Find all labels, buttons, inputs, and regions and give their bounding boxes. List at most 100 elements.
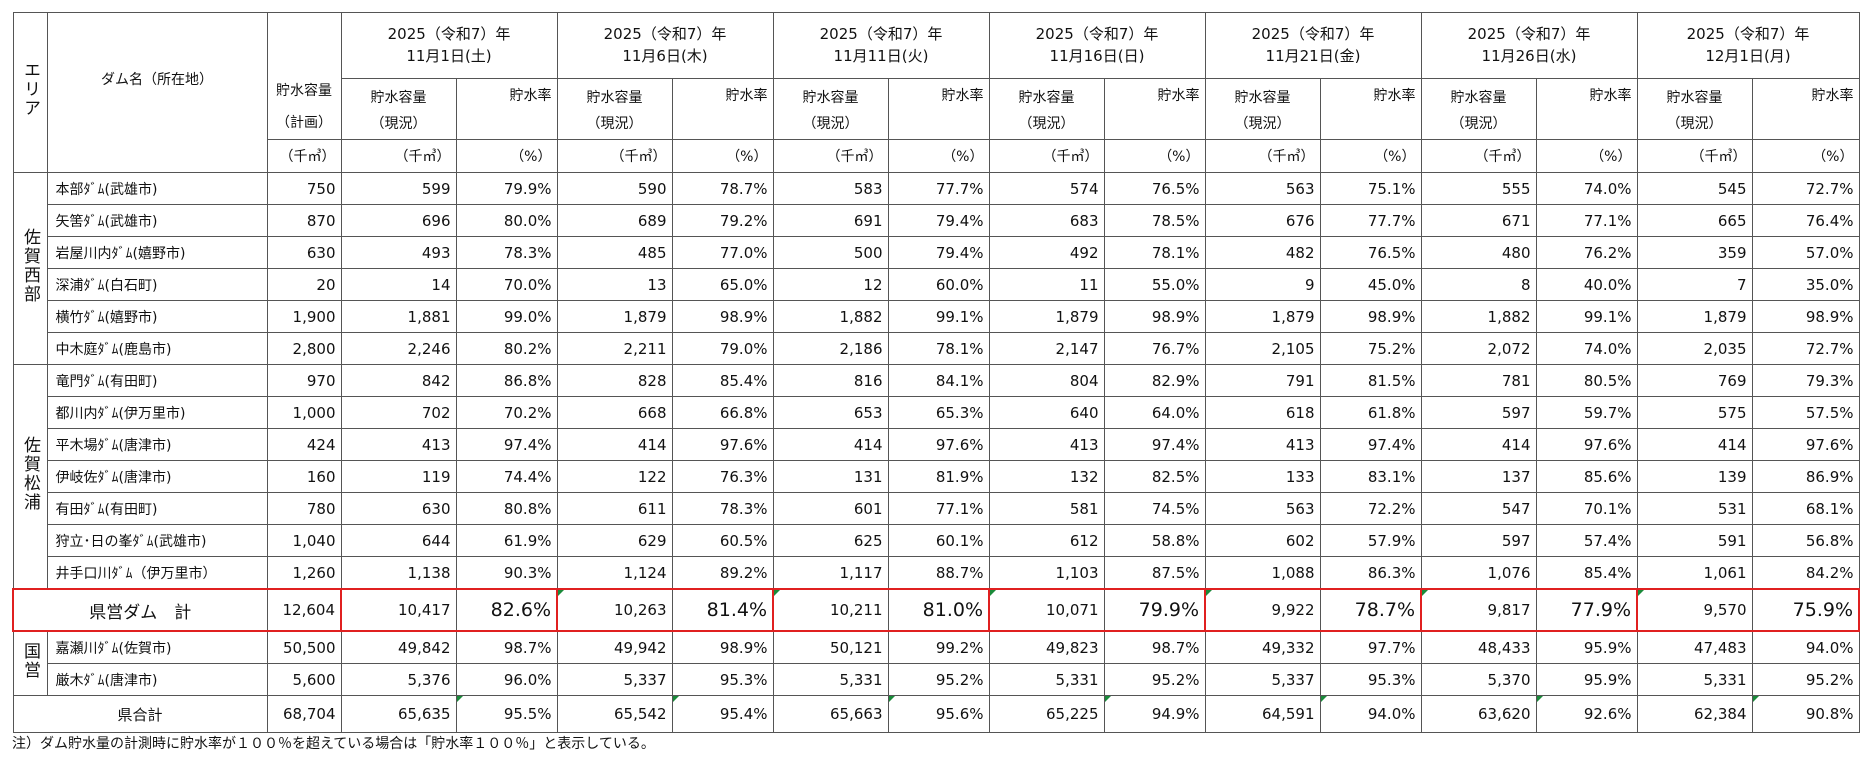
current-capacity: 2,035 (1636, 332, 1753, 365)
storage-rate: 86.9% (1751, 460, 1860, 493)
storage-rate: 74.0% (1535, 172, 1638, 205)
current-capacity: 842 (340, 364, 457, 397)
current-unit: （千㎥） (556, 139, 673, 173)
current-capacity: 791 (1204, 364, 1321, 397)
storage-rate: 95.6% (887, 695, 990, 733)
storage-rate: 57.0% (1751, 236, 1860, 269)
storage-rate: 99.2% (887, 630, 990, 664)
current-capacity: 122 (556, 460, 673, 493)
rate-header: 貯水率 (1319, 77, 1422, 141)
dam-name: 有田ﾀﾞﾑ(有田町) (46, 492, 268, 525)
plan-unit: （千㎥） (266, 139, 342, 173)
current-capacity: 139 (1636, 460, 1753, 493)
current-capacity: 1,061 (1636, 556, 1753, 590)
current-capacity: 1,879 (556, 300, 673, 333)
storage-rate: 57.5% (1751, 396, 1860, 429)
current-capacity: 676 (1204, 204, 1321, 237)
storage-rate: 90.3% (455, 556, 558, 590)
storage-rate: 77.7% (1319, 204, 1422, 237)
storage-rate: 97.6% (1751, 428, 1860, 461)
storage-rate: 84.2% (1751, 556, 1860, 590)
storage-rate: 70.2% (455, 396, 558, 429)
current-capacity: 414 (772, 428, 889, 461)
storage-rate: 72.7% (1751, 172, 1860, 205)
storage-rate: 82.6% (455, 588, 558, 632)
storage-rate: 72.7% (1751, 332, 1860, 365)
current-capacity: 696 (340, 204, 457, 237)
dam-name: 竜門ﾀﾞﾑ(有田町) (46, 364, 268, 397)
current-capacity: 599 (340, 172, 457, 205)
storage-rate: 66.8% (671, 396, 774, 429)
current-capacity: 1,881 (340, 300, 457, 333)
storage-rate: 79.9% (1103, 588, 1206, 632)
current-capacity: 2,105 (1204, 332, 1321, 365)
dam-name: 都川内ﾀﾞﾑ(伊万里市) (46, 396, 268, 429)
current-capacity: 14 (340, 268, 457, 301)
table-row: 横竹ﾀﾞﾑ(嬉野市) 1,900 1,881 99.0% 1,879 98.9% 1,882… (13, 300, 1860, 333)
current-capacity: 702 (340, 396, 457, 429)
current-capacity: 5,331 (1636, 663, 1753, 696)
current-capacity: 119 (340, 460, 457, 493)
table-body: 佐賀西部 本部ﾀﾞﾑ(武雄市) 750 599 79.9% 590 78.7% 583 77.7… (12, 172, 1860, 733)
table-row: 平木場ﾀﾞﾑ(唐津市) 424 413 97.4% 414 97.6% 414 97.6% 41… (13, 428, 1860, 461)
storage-rate: 88.7% (887, 556, 990, 590)
storage-rate: 77.0% (671, 236, 774, 269)
storage-rate: 58.8% (1103, 524, 1206, 557)
storage-rate: 74.5% (1103, 492, 1206, 525)
current-capacity: 2,246 (340, 332, 457, 365)
current-capacity-label: 貯水容量 (1018, 89, 1075, 106)
storage-rate: 70.1% (1535, 492, 1638, 525)
current-capacity: 668 (556, 396, 673, 429)
storage-rate: 97.6% (887, 428, 990, 461)
plan-capacity: 5,600 (266, 663, 342, 696)
current-capacity: 12 (772, 268, 889, 301)
storage-rate: 84.1% (887, 364, 990, 397)
table-row: 狩立･日の峯ﾀﾞﾑ(武雄市) 1,040 644 61.9% 629 60.5% 625 60… (13, 524, 1860, 557)
area-saga-west: 佐賀西部 (12, 172, 48, 365)
storage-rate: 82.5% (1103, 460, 1206, 493)
table-header: エリア ダム名（所在地） 貯水容量 （計画） 2025（令和7）年 11月1日(土… (12, 12, 1860, 173)
current-capacity: 5,370 (1420, 663, 1537, 696)
storage-rate: 95.2% (887, 663, 990, 696)
current-capacity-sub: （現況） (1450, 115, 1507, 132)
current-capacity: 2,147 (988, 332, 1105, 365)
current-capacity: 1,879 (1636, 300, 1753, 333)
storage-rate: 98.9% (1319, 300, 1422, 333)
current-capacity: 563 (1204, 172, 1321, 205)
storage-rate: 81.4% (671, 588, 774, 632)
date-header-4: 2025（令和7）年 11月21日(金) (1204, 12, 1422, 79)
current-capacity: 131 (772, 460, 889, 493)
storage-rate: 95.3% (1319, 663, 1422, 696)
storage-rate: 94.0% (1751, 630, 1860, 664)
current-unit: （千㎥） (1636, 139, 1753, 173)
current-capacity: 1,879 (1204, 300, 1321, 333)
current-capacity: 414 (556, 428, 673, 461)
current-capacity: 611 (556, 492, 673, 525)
date-header-6: 2025（令和7）年 12月1日(月) (1636, 12, 1860, 79)
current-capacity-label: 貯水容量 (1450, 89, 1507, 106)
plan-capacity: 1,000 (266, 396, 342, 429)
current-capacity: 49,842 (340, 630, 457, 664)
unit-header-row: （千㎥） （千㎥） （%） （千㎥） （%） （千㎥） （%） （千㎥） （%） （千㎥） （%）… (13, 139, 1860, 173)
current-capacity-header: 貯水容量 （現況） (1204, 77, 1321, 141)
storage-rate: 79.9% (455, 172, 558, 205)
current-capacity-header: 貯水容量 （現況） (1420, 77, 1537, 141)
current-capacity: 574 (988, 172, 1105, 205)
plan-capacity: 68,704 (266, 695, 342, 733)
storage-rate: 94.0% (1319, 695, 1422, 733)
storage-rate: 75.9% (1751, 588, 1860, 632)
current-capacity: 2,211 (556, 332, 673, 365)
storage-rate: 45.0% (1319, 268, 1422, 301)
storage-rate: 95.9% (1535, 663, 1638, 696)
storage-rate: 99.1% (887, 300, 990, 333)
storage-rate: 76.5% (1319, 236, 1422, 269)
rate-header: 貯水率 (887, 77, 990, 141)
current-capacity: 493 (340, 236, 457, 269)
plan-capacity: 20 (266, 268, 342, 301)
current-capacity: 11 (988, 268, 1105, 301)
storage-rate: 78.1% (887, 332, 990, 365)
table-row: 深浦ﾀﾞﾑ(白石町) 20 14 70.0% 13 65.0% 12 60.0% 11 55.0%… (13, 268, 1860, 301)
current-capacity: 816 (772, 364, 889, 397)
rate-header: 貯水率 (1535, 77, 1638, 141)
dam-storage-table: エリア ダム名（所在地） 貯水容量 （計画） 2025（令和7）年 11月1日(土… (12, 12, 1860, 733)
